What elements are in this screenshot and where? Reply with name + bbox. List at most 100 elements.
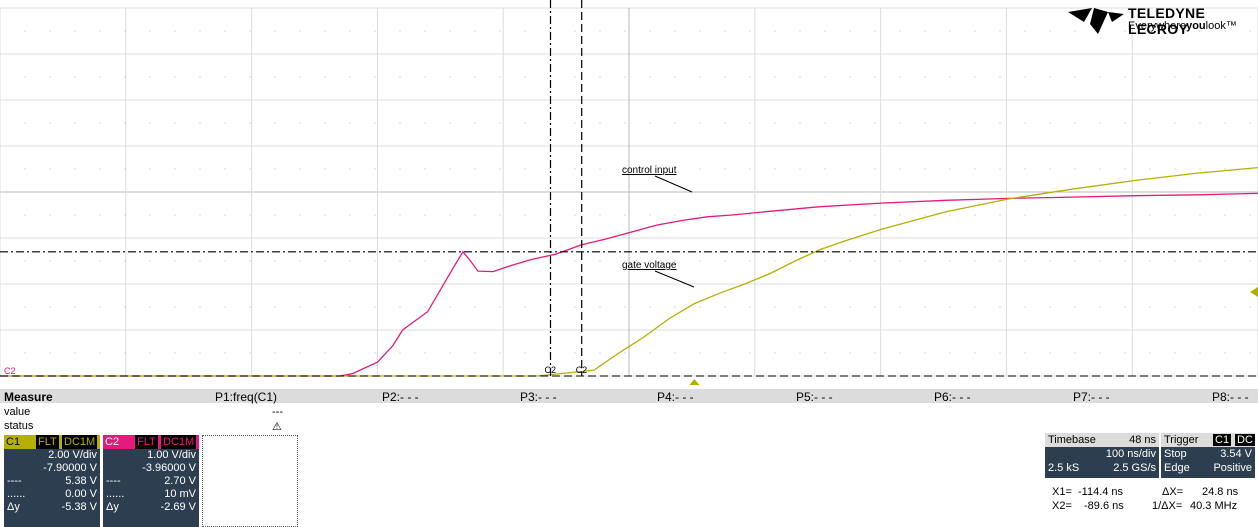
grid-dot xyxy=(749,30,751,32)
c1-coupling-tag: DC1M xyxy=(62,435,98,449)
grid-dot xyxy=(124,30,126,32)
grid-dot xyxy=(799,306,801,308)
grid-dot xyxy=(74,260,76,262)
grid-dot xyxy=(549,30,551,32)
grid-dot xyxy=(599,122,601,124)
grid-dot xyxy=(374,76,376,78)
grid-dot xyxy=(1149,122,1151,124)
grid-dot xyxy=(524,214,526,216)
grid-dot xyxy=(274,214,276,216)
grid-dot xyxy=(1249,306,1251,308)
grid-dot xyxy=(1024,30,1026,32)
grid-dot xyxy=(624,260,626,262)
grid-dot xyxy=(124,168,126,170)
grid-dot xyxy=(499,352,501,354)
grid-dot xyxy=(949,122,951,124)
grid-dot xyxy=(24,76,26,78)
grid-dot xyxy=(849,30,851,32)
grid-dot xyxy=(74,306,76,308)
grid-dot xyxy=(274,76,276,78)
grid-dot xyxy=(599,76,601,78)
grid-dot xyxy=(1074,352,1076,354)
grid-dot xyxy=(1074,76,1076,78)
timebase-scale: 100 ns/div xyxy=(1105,448,1156,460)
grid-dot xyxy=(624,306,626,308)
param-p3[interactable]: P3:- - - xyxy=(520,390,557,404)
grid-dot xyxy=(449,30,451,32)
grid-dot xyxy=(1174,76,1176,78)
grid-dot xyxy=(824,260,826,262)
measure-title: Measure xyxy=(4,390,53,404)
grid-dot xyxy=(874,76,876,78)
c2-vdiv: 1.00 V/div xyxy=(147,449,196,461)
grid-dot xyxy=(899,76,901,78)
channel-c1-descriptor[interactable]: C1 FLT DC1M 2.00 V/div -7.90000 V ---- 5.… xyxy=(4,435,100,527)
measure-value-label: value xyxy=(4,406,31,418)
grid-dot xyxy=(524,352,526,354)
grid-dot xyxy=(74,352,76,354)
grid-dot xyxy=(124,214,126,216)
dx-label: ΔX= xyxy=(1162,486,1184,498)
grid-dot xyxy=(899,352,901,354)
grid-dot xyxy=(799,352,801,354)
grid-dot xyxy=(49,122,51,124)
grid-dot xyxy=(624,168,626,170)
grid-dot xyxy=(599,214,601,216)
grid-dot xyxy=(249,168,251,170)
grid-dot xyxy=(349,168,351,170)
grid-dot xyxy=(74,122,76,124)
channel-c2-descriptor[interactable]: C2 FLT DC1M 1.00 V/div -3.96000 V ---- 2.… xyxy=(103,435,199,527)
grid-dot xyxy=(524,30,526,32)
grid-dot xyxy=(474,214,476,216)
waveform-grid[interactable]: C2 control input gate voltage C2 C2 xyxy=(0,0,1258,385)
grid-dot xyxy=(199,168,201,170)
c2-cursor-dot: 10 mV xyxy=(164,488,196,500)
grid-dot xyxy=(1199,122,1201,124)
grid-dot xyxy=(1124,76,1126,78)
grid-dot xyxy=(224,30,226,32)
param-p8[interactable]: P8:- - - xyxy=(1212,390,1249,404)
trigger-channel: C1 xyxy=(1213,434,1232,446)
grid-dot xyxy=(949,30,951,32)
param-p2[interactable]: P2:- - - xyxy=(382,390,419,404)
grid-dot xyxy=(24,352,26,354)
grid-dot xyxy=(1224,122,1226,124)
c1-offset: -7.90000 V xyxy=(43,462,97,474)
param-p7[interactable]: P7:- - - xyxy=(1073,390,1110,404)
grid-dot xyxy=(1124,306,1126,308)
param-p5[interactable]: P5:- - - xyxy=(796,390,833,404)
grid-dot xyxy=(1199,214,1201,216)
grid-dot xyxy=(24,122,26,124)
grid-dot xyxy=(374,30,376,32)
grid-dot xyxy=(849,76,851,78)
grid-dot xyxy=(324,30,326,32)
measure-header[interactable]: Measure P1:freq(C1) P2:- - - P3:- - - P4… xyxy=(0,389,1258,404)
grid-dot xyxy=(174,214,176,216)
empty-descriptor-slot[interactable] xyxy=(202,435,298,527)
param-p4[interactable]: P4:- - - xyxy=(657,390,694,404)
cursors[interactable]: C2 C2 xyxy=(0,0,1258,385)
grid-dot xyxy=(49,352,51,354)
param-p6[interactable]: P6:- - - xyxy=(934,390,971,404)
param-p1[interactable]: P1:freq(C1) xyxy=(215,390,278,404)
grid-dot xyxy=(1049,122,1051,124)
grid-dot xyxy=(1249,352,1251,354)
grid-dot xyxy=(924,168,926,170)
grid-dot xyxy=(499,260,501,262)
grid-dot xyxy=(674,260,676,262)
grid-dot xyxy=(474,352,476,354)
grid-dot xyxy=(424,76,426,78)
grid-dot xyxy=(1024,214,1026,216)
c1-flt-tag: FLT xyxy=(36,435,59,449)
grid-dot xyxy=(599,260,601,262)
grid-dot xyxy=(449,306,451,308)
grid-dot xyxy=(1174,260,1176,262)
trigger-descriptor[interactable]: Trigger C1 DC Stop 3.54 V Edge Positive xyxy=(1161,433,1255,478)
timebase-descriptor[interactable]: Timebase 48 ns 100 ns/div 2.5 kS 2.5 GS/… xyxy=(1045,433,1159,478)
grid-dot xyxy=(474,122,476,124)
grid-dot xyxy=(449,76,451,78)
grid-dot xyxy=(299,214,301,216)
grid-dot xyxy=(399,260,401,262)
grid-dot xyxy=(874,214,876,216)
grid-dot xyxy=(149,260,151,262)
